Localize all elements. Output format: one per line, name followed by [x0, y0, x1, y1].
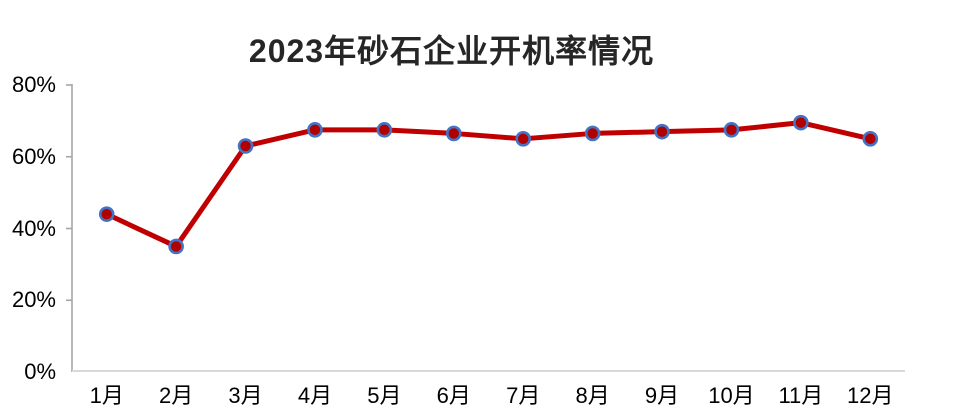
data-point-marker	[98, 206, 115, 222]
x-axis-category-label: 12月	[847, 383, 894, 408]
x-axis-category-label: 2月	[158, 383, 194, 408]
data-point-marker	[445, 125, 462, 142]
y-axis-tick-label: 80%	[11, 72, 56, 97]
data-point-marker	[862, 131, 879, 147]
y-axis-tick-label: 20%	[11, 287, 56, 313]
data-point-marker	[237, 138, 254, 154]
data-point-marker	[376, 122, 393, 138]
data-point-marker	[584, 125, 601, 142]
x-axis-category-label: 5月	[367, 383, 402, 408]
chart-title: 2023年砂石企业开机率情况	[248, 33, 655, 69]
data-point-marker	[515, 131, 532, 147]
data-point-marker	[307, 122, 323, 138]
y-axis-tick-label: 0%	[24, 359, 56, 384]
y-axis-tick-label: 40%	[11, 215, 56, 241]
x-axis-category-label: 7月	[506, 383, 541, 408]
x-axis-category-label: 11月	[778, 383, 824, 408]
data-point-marker	[723, 122, 740, 138]
x-axis-category-label: 1月	[89, 383, 124, 408]
x-axis-category-label: 3月	[228, 383, 263, 408]
series-line	[104, 120, 873, 249]
x-axis-category-label: 8月	[575, 383, 610, 408]
y-axis-tick-label: 60%	[11, 143, 56, 169]
x-axis-category-label: 6月	[436, 383, 471, 408]
x-axis-category-label: 9月	[644, 383, 680, 408]
x-axis-category-label: 10月	[708, 383, 755, 408]
x-axis-category-label: 4月	[297, 383, 333, 408]
data-point-marker	[793, 114, 809, 131]
data-point-marker	[168, 238, 184, 255]
data-point-marker	[654, 123, 670, 140]
